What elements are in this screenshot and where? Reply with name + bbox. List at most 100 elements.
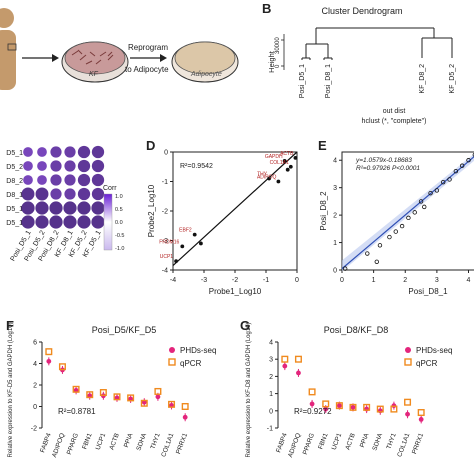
dendrogram-branches [301,27,453,60]
panel-d-ylabel: Probe2_Log10 [147,184,156,237]
panel-d-r2: R²=0.9542 [180,163,213,170]
panel-e-xtick-label: 2 [403,277,407,284]
panel-g-qpcr-point [376,405,384,413]
panel-g-category: PRRX1 [411,432,425,455]
panel-d-point-label: ADIPOQ [257,175,277,181]
panel-d-point [192,232,197,237]
corr-dot [21,215,35,229]
corr-legend-tick-3: -0.5 [115,233,124,239]
panel-f-qpcr-point [58,363,66,371]
panel-g-phds-point [405,411,410,417]
panel-e-point [418,199,424,204]
panel-d-point-label: ACTB [280,151,294,157]
panel-f-category: PRRX1 [175,432,189,455]
panel-f-r2: R²=0.8781 [58,407,96,416]
corr-dot [23,161,33,171]
panel-g-qpcr-point [404,398,412,406]
panel-g-ytick-label: 0 [269,408,273,415]
panel-d-point [288,164,293,169]
corr-dot [50,188,62,200]
kf-dish-icon [61,41,129,83]
panel-f-category: COL1A1 [160,432,175,458]
panel-g-category: FABP4 [275,432,289,454]
corr-dot [49,201,63,215]
person-icon [0,8,17,90]
panel-g-ylabel: Relative expression to KF-D8 and GAPDH (… [246,322,252,457]
panel-e-ylabel: Posi_D8_2 [319,191,328,231]
panel-g-category: SDHA [371,432,384,452]
panel-d-ytick-label: -3 [162,238,168,245]
panel-g-ytick-label: -1 [267,426,273,433]
panel-f-title: Posi_D5/KF_D5 [92,325,157,335]
panel-f-category: THY1 [150,432,162,450]
dendrogram-title: Cluster Dendrogram [321,6,402,16]
panel-d-point [267,176,271,181]
panel-f-qpcr-point [154,387,162,395]
corr-row-label: D5_1 [6,206,23,213]
corr-legend-tick-1: 0.5 [115,207,123,213]
panel-f-category: PPIA [123,432,135,449]
panel-f-category: PPARG [66,432,80,455]
panel-f-legend-qpcr: qPCR [180,359,202,368]
panel-f-category: FABP4 [39,432,53,454]
panel-f-qpcr-point [168,400,176,408]
panel-d-point [282,158,287,163]
corr-legend-tick-4: -1.0 [115,246,124,252]
panel-f-ytick-label: -2 [31,426,37,433]
corr-dot [37,147,47,157]
panel-e-point [399,223,405,229]
panel-e-point [434,188,440,193]
panel-e-point [387,234,392,240]
corr-row-label: D8_2 [6,178,23,185]
panel-d-fit-line [172,151,298,267]
corr-dot [50,146,62,158]
kf-dish-label: KF [89,71,99,78]
panel-g-title: Posi_D8/KF_D8 [324,325,389,335]
panel-e-point [412,210,417,215]
panel-g-legend-phds-marker [405,347,411,353]
panel-d-point [199,241,203,246]
panel-f-category: SDHA [135,432,148,452]
panel-e-point [342,266,348,271]
panel-e-ytick-label: 3 [333,185,337,192]
dendrogram-leaf-2: Posi_D8_1 [325,64,332,98]
panel-f-ytick-label: 4 [33,361,37,368]
panel-g-qpcr-point [390,405,398,413]
panel-g-category: PPARG [302,432,316,455]
panel-f-category: UCP1 [95,432,108,451]
panel-g-ytick-label: 4 [269,340,273,347]
panel-g-ytick-label: 1 [269,391,273,398]
panel-d-xtick-label: 0 [295,277,299,284]
panel-e-xlabel: Posi_D8_1 [408,287,448,296]
panel-d-point-label: EBF2 [179,228,192,234]
panel-d-point [285,167,290,172]
corr-dot [77,173,91,187]
panel-d-point-label: THY [257,172,268,178]
corr-dot [91,159,105,173]
panel-e-point [422,204,427,210]
panel-e-ytick-label: 0 [333,268,337,275]
panel-f-legend-phds-marker [169,347,175,353]
panel-e-ytick-label: 2 [333,213,337,220]
panel-f-phds-point [155,394,161,400]
panel-g-legend: PHDs-seq qPCR [404,346,452,368]
panel-d-point [276,179,281,184]
panel-d-point-label: COL1A1 [270,160,289,166]
adipocyte-dish-icon [171,41,239,83]
panel-g-qpcr-point [308,388,316,396]
panel-g-qpcr-point [335,402,343,410]
panel-f-qpcr-point [181,402,189,410]
panel-g-phds-point [296,370,301,376]
panel-b-letter: B [262,1,272,16]
panel-e-equation: y=1.0579x-0.18683 [355,157,412,164]
panel-f-qpcr-point [140,399,148,407]
panel-d-point [180,244,185,249]
corr-dot [21,201,35,215]
panel-c-corrplot: D5_1D5_2D8_2D8_1D5_1D5_1 Posi_D5_1Posi_D… [6,145,124,263]
dendrogram-leaf-4: KF_D5_2 [449,64,456,94]
corr-dot [50,174,62,186]
panel-g-category: ADIPOQ [287,432,302,458]
dendrogram-leaf-1: Posi_D5_1 [299,64,306,98]
dendrogram-ytick-0: 0 [275,64,281,68]
